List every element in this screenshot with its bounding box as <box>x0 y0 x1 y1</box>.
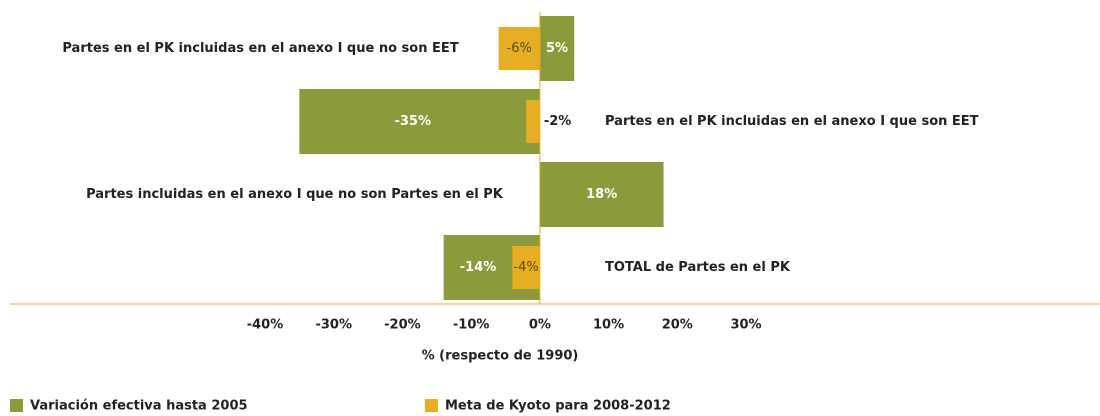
data-label: -2% <box>544 114 571 129</box>
data-label: 5% <box>546 41 568 56</box>
data-label: -35% <box>394 114 431 129</box>
bar <box>498 27 540 70</box>
bar <box>539 16 575 81</box>
legend-swatch <box>425 399 438 412</box>
category-label: Partes incluidas en el anexo I que no so… <box>86 187 504 202</box>
x-tick-label: 10% <box>593 318 624 333</box>
legend-label: Variación efectiva hasta 2005 <box>30 399 248 414</box>
x-tick-label: 30% <box>730 318 761 333</box>
x-tick-label: -20% <box>384 318 421 333</box>
x-tick-label: 20% <box>662 318 693 333</box>
data-label: -4% <box>513 260 538 275</box>
bar <box>299 89 540 154</box>
x-tick-label: -10% <box>453 318 490 333</box>
category-label: Partes en el PK incluidas en el anexo I … <box>605 114 979 129</box>
x-tick-label: -40% <box>247 318 284 333</box>
bar <box>512 246 540 289</box>
data-label: 18% <box>586 187 617 202</box>
legend-label: Meta de Kyoto para 2008-2012 <box>445 399 671 414</box>
category-label: TOTAL de Partes en el PK <box>605 260 791 275</box>
data-label: -14% <box>460 260 497 275</box>
legend-swatch <box>10 399 23 412</box>
x-tick-label: -30% <box>315 318 352 333</box>
bar <box>526 100 540 143</box>
x-axis-title: % (respecto de 1990) <box>422 349 579 364</box>
data-label: -6% <box>507 41 532 56</box>
category-label: Partes en el PK incluidas en el anexo I … <box>62 41 458 56</box>
x-tick-label: 0% <box>529 318 551 333</box>
bar <box>539 162 664 227</box>
